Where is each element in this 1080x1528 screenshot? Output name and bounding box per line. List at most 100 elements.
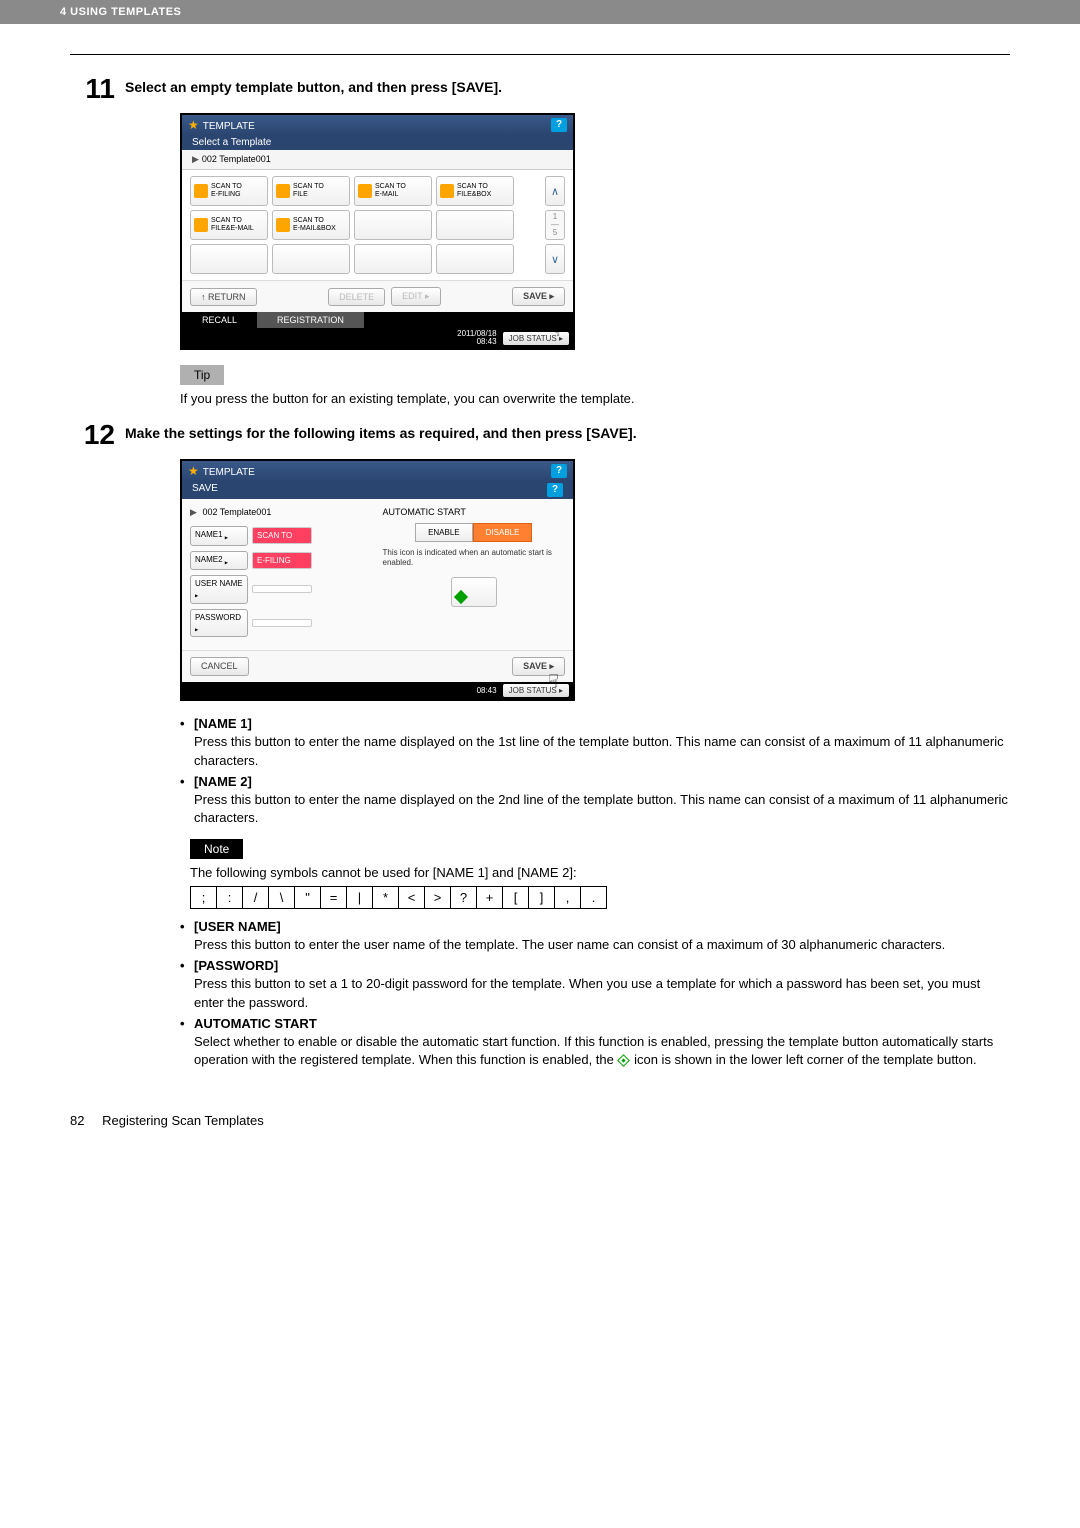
note-label: Note [190, 839, 243, 859]
help-icon[interactable]: ? [551, 118, 567, 132]
scroll-up-button[interactable]: ∧ [545, 176, 565, 206]
bullet-autostart: • AUTOMATIC START Select whether to enab… [180, 1016, 1010, 1069]
enable-button[interactable]: ENABLE [415, 523, 473, 542]
note-box: Note The following symbols cannot be use… [190, 839, 1010, 909]
cancel-button[interactable]: CANCEL [190, 657, 249, 676]
password-button[interactable]: PASSWORD ▸ [190, 609, 248, 638]
template-cell-empty[interactable] [436, 210, 514, 240]
symbol-cell: [ [503, 887, 529, 909]
name2-button[interactable]: NAME2 ▸ [190, 551, 248, 571]
tip-text: If you press the button for an existing … [180, 391, 1010, 406]
symbol-cell: \ [269, 887, 295, 909]
ui-subtitle: Select a Template [182, 135, 573, 150]
page-footer: 82 Registering Scan Templates [0, 1073, 1080, 1148]
password-value [252, 619, 312, 627]
template-cell[interactable]: SCAN TOE-MAIL [354, 176, 432, 206]
screenshot-11: ★TEMPLATE ? Select a Template ▶002 Templ… [180, 113, 1010, 370]
username-button[interactable]: USER NAME ▸ [190, 575, 248, 604]
help-icon[interactable]: ? [551, 464, 567, 478]
symbol-cell: * [373, 887, 399, 909]
page-number: 82 [70, 1113, 84, 1128]
auto-start-title: AUTOMATIC START [383, 507, 566, 517]
step-number: 12 [70, 421, 125, 449]
delete-button[interactable]: DELETE [328, 288, 385, 306]
name2-value: E-FILING [252, 552, 312, 569]
step-title: Select an empty template button, and the… [125, 79, 1010, 95]
autostart-inline-icon [618, 1054, 631, 1067]
timestamp: 08:43 [477, 686, 497, 695]
screenshot-12: ★TEMPLATE ? SAVE ? ▶ 002 Template001 NAM… [180, 459, 1010, 721]
symbol-cell: , [555, 887, 581, 909]
return-button[interactable]: ↑ RETURN [190, 288, 257, 306]
symbol-cell: > [425, 887, 451, 909]
template-cell-empty[interactable] [354, 210, 432, 240]
template-cell-empty[interactable] [190, 244, 268, 274]
save-button[interactable]: SAVE ▸ [512, 287, 565, 306]
tip-label: Tip [180, 365, 224, 385]
help-icon[interactable]: ? [547, 483, 563, 497]
name1-value: SCAN TO [252, 527, 312, 544]
bullet-password: • [PASSWORD] Press this button to set a … [180, 958, 1010, 1011]
tab-recall[interactable]: RECALL [182, 312, 257, 328]
template-grid: SCAN TOE-FILING SCAN TOFILE SCAN TOE-MAI… [190, 176, 541, 274]
scan-icon [194, 184, 208, 198]
symbol-cell: : [217, 887, 243, 909]
step-title: Make the settings for the following item… [125, 425, 1010, 441]
symbol-cell: | [347, 887, 373, 909]
symbol-cell: " [295, 887, 321, 909]
auto-note: This icon is indicated when an automatic… [383, 548, 566, 569]
scroll-down-button[interactable]: ∨ [545, 244, 565, 274]
template-cell-empty[interactable] [272, 244, 350, 274]
ui-titlebar: ★TEMPLATE ? [182, 461, 573, 481]
breadcrumb: ▶ 002 Template001 [190, 507, 373, 518]
divider [70, 54, 1010, 55]
edit-button[interactable]: EDIT ▸ [391, 287, 440, 306]
step-number: 11 [70, 75, 125, 103]
name1-button[interactable]: NAME1 ▸ [190, 526, 248, 546]
template-cell[interactable]: SCAN TOFILE&BOX [436, 176, 514, 206]
step-11: 11 Select an empty template button, and … [70, 75, 1010, 103]
tip-box: Tip If you press the button for an exist… [180, 365, 1010, 406]
autostart-icon [454, 590, 468, 604]
star-icon: ★ [188, 118, 199, 132]
hand-pointer-icon: ☟ [548, 671, 568, 691]
template-cell-empty[interactable] [354, 244, 432, 274]
footer-title: Registering Scan Templates [102, 1113, 264, 1128]
auto-icon-preview [451, 577, 497, 607]
scan-icon [358, 184, 372, 198]
bullet-name1: • [NAME 1] Press this button to enter th… [180, 716, 1010, 769]
ui-subtitle: SAVE ? [182, 481, 573, 499]
star-icon: ★ [188, 464, 199, 478]
scan-icon [194, 218, 208, 232]
bullet-name2: • [NAME 2] Press this button to enter th… [180, 774, 1010, 827]
template-cell[interactable]: SCAN TOFILE&E-MAIL [190, 210, 268, 240]
timestamp: 2011/08/18 08:43 [457, 330, 496, 346]
template-cell[interactable]: SCAN TOE-FILING [190, 176, 268, 206]
step-12: 12 Make the settings for the following i… [70, 421, 1010, 449]
template-cell[interactable]: SCAN TOE-MAIL&BOX [272, 210, 350, 240]
scan-icon [276, 184, 290, 198]
symbol-cell: ] [529, 887, 555, 909]
symbol-cell: = [321, 887, 347, 909]
note-text: The following symbols cannot be used for… [190, 865, 1010, 880]
symbol-cell: ; [191, 887, 217, 909]
symbol-table: ;:/\"=|*<>?+[],. [190, 886, 607, 909]
breadcrumb: ▶002 Template001 [182, 150, 573, 170]
symbol-cell: < [399, 887, 425, 909]
ui-titlebar: ★TEMPLATE ? [182, 115, 573, 135]
scroll-indicator: 1—5 [545, 210, 565, 240]
template-cell[interactable]: SCAN TOFILE [272, 176, 350, 206]
symbol-cell: / [243, 887, 269, 909]
symbol-cell: ? [451, 887, 477, 909]
hand-pointer-icon: ☟ [550, 320, 570, 340]
tab-registration[interactable]: REGISTRATION [257, 312, 364, 328]
chapter-header: 4 USING TEMPLATES [0, 0, 1080, 24]
symbol-cell: . [581, 887, 607, 909]
template-cell-empty[interactable] [436, 244, 514, 274]
scan-icon [276, 218, 290, 232]
disable-button[interactable]: DISABLE [473, 523, 533, 542]
username-value [252, 585, 312, 593]
symbol-cell: + [477, 887, 503, 909]
scan-icon [440, 184, 454, 198]
bullet-username: • [USER NAME] Press this button to enter… [180, 919, 1010, 954]
